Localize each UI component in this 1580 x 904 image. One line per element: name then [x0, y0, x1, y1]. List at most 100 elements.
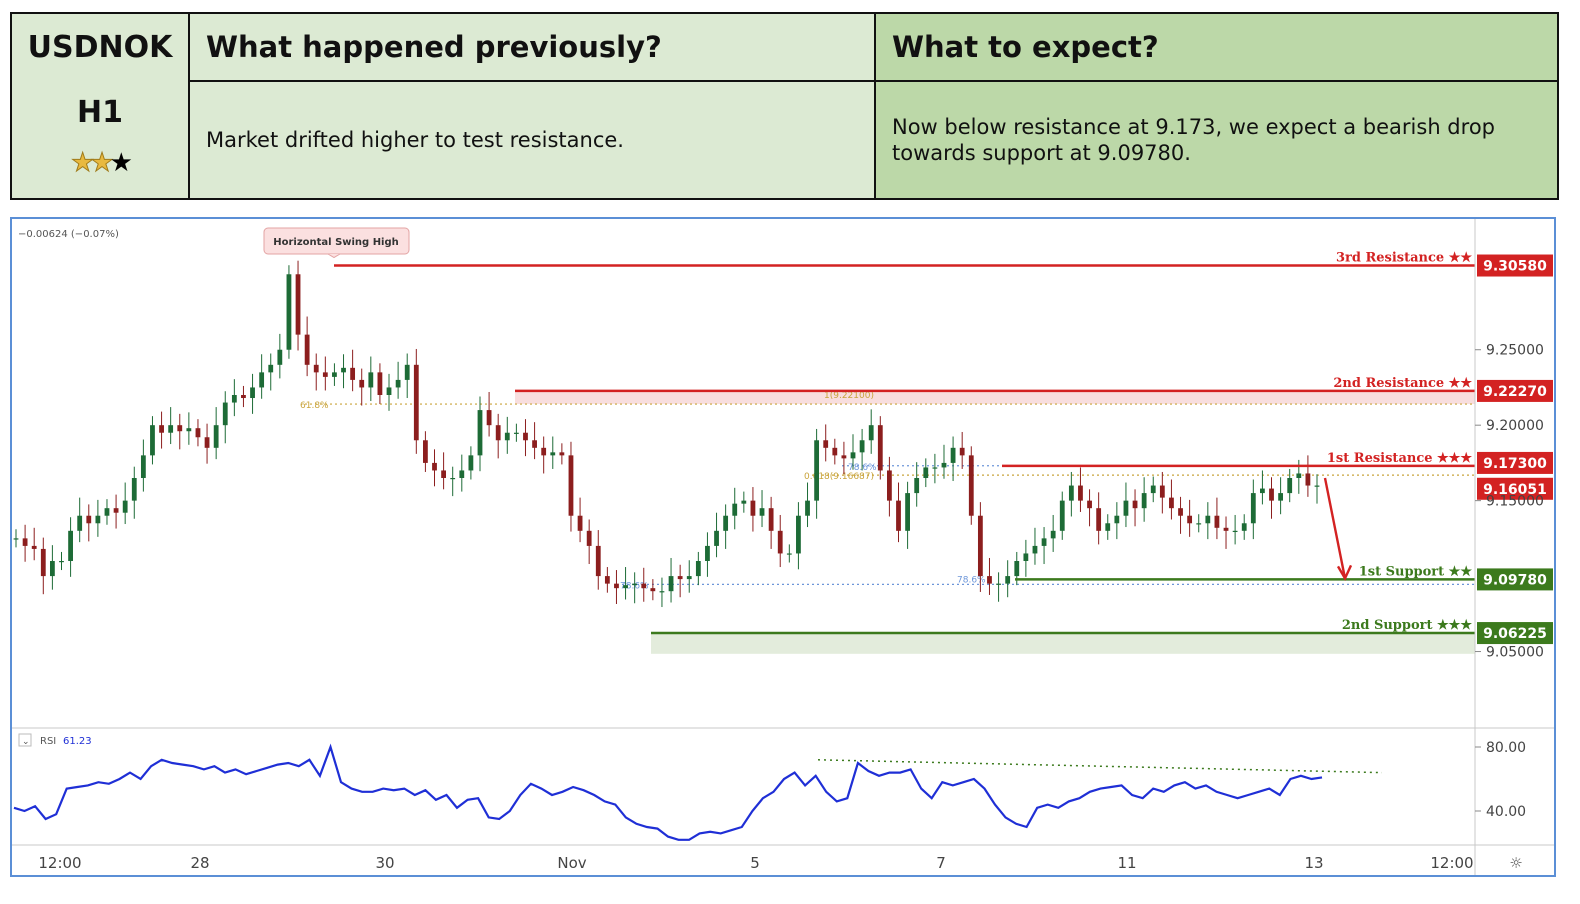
candle-body — [277, 349, 283, 365]
candle-body — [950, 447, 956, 463]
candle-body — [1260, 488, 1265, 494]
candle-body — [441, 470, 447, 478]
symbol-cell: USDNOK H1 ★★★ — [10, 12, 190, 200]
level-label: 3rd Resistance ★★ — [1336, 251, 1472, 266]
candle-body — [31, 545, 37, 549]
candle-body — [131, 478, 137, 501]
candle-body — [204, 437, 210, 448]
chart-frame: 61.8%1(9.22100)78.6%0.618(9.16687)78.6%7… — [10, 217, 1556, 877]
candle-body — [586, 530, 592, 546]
prev-body-cell: Market drifted higher to test resistance… — [188, 80, 876, 200]
rsi-tick-label: 80.00 — [1486, 740, 1526, 756]
candle-body — [159, 425, 164, 433]
candle-body — [259, 372, 265, 388]
candle-body — [868, 425, 874, 441]
star-filled-icon: ★ — [90, 148, 114, 179]
candle-body — [195, 428, 201, 438]
candle-body — [1187, 515, 1193, 524]
x-tick-label: 7 — [936, 854, 946, 872]
candle-body — [1105, 523, 1111, 531]
candle-body — [823, 440, 829, 448]
candle-body — [987, 576, 992, 584]
candle-body — [1250, 493, 1256, 524]
level-price-badge — [1477, 622, 1553, 645]
candle-body — [1196, 523, 1202, 525]
level-label: 1st Resistance ★★★ — [1327, 451, 1472, 466]
candle-body — [1214, 515, 1220, 528]
candle-body — [350, 367, 356, 380]
candle-body — [250, 387, 255, 399]
candle-body — [459, 470, 465, 478]
candle-body — [850, 452, 856, 459]
candle-body — [104, 508, 110, 516]
exp-header-cell: What to expect? — [874, 12, 1559, 82]
y-tick-label: 9.25000 — [1486, 343, 1544, 359]
candle-body — [659, 591, 665, 593]
candle-body — [1205, 515, 1211, 524]
candle-body — [304, 334, 310, 365]
candle-body — [1014, 561, 1020, 577]
candle-body — [150, 425, 155, 456]
x-tick-label: 13 — [1304, 854, 1323, 872]
x-tick-label: 30 — [375, 854, 394, 872]
candle-body — [796, 515, 801, 554]
x-tick-label: 5 — [750, 854, 760, 872]
candle-body — [932, 467, 938, 469]
level-price-value: 9.17300 — [1483, 456, 1547, 472]
candle-body — [705, 545, 710, 561]
candle-body — [714, 530, 719, 546]
candle-body — [859, 440, 865, 453]
candle-body — [814, 440, 820, 501]
candle-body — [1123, 500, 1129, 516]
candle-body — [286, 274, 292, 350]
candle-body — [1241, 523, 1247, 531]
last-price-badge — [1477, 477, 1553, 500]
candle-body — [341, 367, 346, 373]
candle-body — [359, 379, 365, 388]
level-label: 1st Support ★★ — [1359, 564, 1473, 579]
candle-body — [95, 515, 101, 524]
rsi-line — [13, 743, 1323, 841]
candle-body — [1305, 473, 1311, 486]
rsi-group: ⌄ RSI 61.23 — [13, 733, 1383, 841]
candle-body — [1314, 485, 1320, 487]
candle-body — [959, 447, 965, 456]
candle-body — [632, 583, 638, 586]
x-tick-label: 12:00 — [1430, 854, 1473, 872]
projection-arrowhead-icon — [1336, 564, 1353, 581]
candle-body — [1296, 473, 1302, 478]
candle-body — [568, 455, 574, 516]
level-price-badge — [1477, 379, 1553, 402]
candle-body — [177, 425, 183, 432]
rsi-value: 61.23 — [63, 736, 92, 747]
candle-body — [513, 432, 519, 434]
candle-body — [523, 432, 528, 441]
level-price-value: 9.30580 — [1483, 259, 1547, 275]
rating-stars: ★★★ — [12, 148, 188, 179]
timeframe-label: H1 — [77, 95, 123, 130]
annotation-text: Horizontal Swing High — [273, 237, 399, 248]
candle-body — [332, 372, 337, 377]
projection-arrow — [1323, 477, 1347, 579]
candle-body — [40, 548, 46, 577]
rsi-collapse-button — [18, 733, 32, 747]
resistance-zone — [515, 390, 1475, 405]
candle-body — [1141, 493, 1147, 509]
candle-body — [59, 561, 64, 563]
star-filled-icon: ★ — [71, 148, 95, 179]
candle-body — [977, 515, 983, 577]
candle-body — [1114, 515, 1120, 524]
candle-body — [1223, 527, 1229, 531]
candle-body — [1032, 545, 1038, 554]
candle-body — [1050, 530, 1056, 539]
candle-body — [759, 508, 765, 516]
candle-body — [832, 447, 838, 456]
header-table: USDNOK H1 ★★★ What happened previously? … — [10, 12, 1559, 200]
price-chart: 61.8%1(9.22100)78.6%0.618(9.16687)78.6%7… — [12, 219, 1554, 875]
candle-body — [386, 387, 392, 395]
candle-body — [1150, 485, 1156, 494]
star-empty-icon: ★ — [109, 148, 133, 178]
candle-body — [695, 561, 701, 577]
candle-body — [532, 440, 537, 448]
candle-body — [122, 500, 128, 513]
